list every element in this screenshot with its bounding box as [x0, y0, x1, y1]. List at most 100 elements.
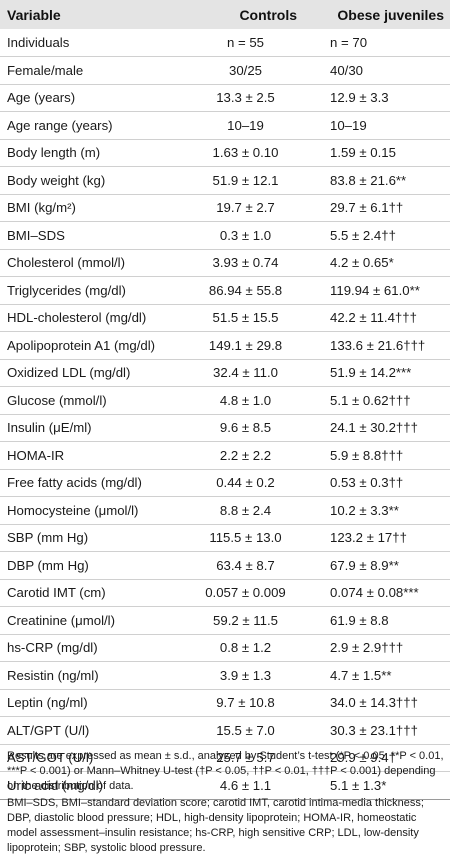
cell-controls: 4.8 ± 1.0 [219, 392, 272, 408]
table-header: Variable Controls Obese juveniles [0, 0, 450, 29]
header-obese-juveniles: Obese juveniles [337, 6, 444, 23]
cell-variable: Body length (m) [7, 145, 101, 161]
table-row: Resistin (ng/ml) 3.9 ± 1.3 4.7 ± 1.5** [0, 662, 450, 689]
table-row: BMI–SDS 0.3 ± 1.0 5.5 ± 2.4†† [0, 222, 450, 249]
cell-controls: 3.93 ± 0.74 [212, 255, 279, 271]
cell-obese-juveniles: 4.7 ± 1.5** [330, 667, 392, 683]
table-row: Creatinine (μmol/l) 59.2 ± 11.5 61.9 ± 8.8 [0, 607, 450, 634]
cell-obese-juveniles: 4.2 ± 0.65* [330, 255, 394, 271]
abbreviations-note: BMI–SDS, BMI–standard deviation score; c… [7, 797, 424, 854]
table-row: Carotid IMT (cm) 0.057 ± 0.009 0.074 ± 0.0… [0, 579, 450, 607]
cell-controls: 115.5 ± 13.0 [209, 530, 282, 546]
cell-controls: 9.6 ± 8.5 [219, 420, 272, 436]
cell-obese-juveniles: 5.5 ± 2.4†† [330, 227, 396, 243]
cell-variable: Uric acid (mg/dl) [7, 777, 103, 793]
cell-obese-juveniles: 30.3 ± 23.1††† [330, 722, 418, 738]
table-row: Triglycerides (mg/dl) 86.94 ± 55.8 119.94 … [0, 277, 450, 304]
table-body: Individuals n = 55 n = 70 Female/male 30/25 4… [0, 29, 450, 799]
cell-controls: 3.9 ± 1.3 [219, 667, 272, 683]
table-footnotes: Results are expressed as mean ± s.d., an… [7, 749, 447, 858]
table-row: Apolipoprotein A1 (mg/dl) 149.1 ± 29.8 133… [0, 332, 450, 359]
cell-variable: Body weight (kg) [7, 172, 106, 188]
cell-obese-juveniles: 29.9 ± 9.4† [330, 750, 396, 766]
cell-controls: 0.3 ± 1.0 [219, 227, 272, 243]
cell-variable: Glucose (mmol/l) [7, 392, 107, 408]
cell-obese-juveniles: 51.9 ± 14.2*** [330, 365, 412, 381]
cell-variable: Individuals [7, 35, 70, 50]
cell-obese-juveniles: 10.2 ± 3.3** [330, 502, 399, 518]
cell-variable: Apolipoprotein A1 (mg/dl) [7, 337, 156, 353]
cell-controls: 2.2 ± 2.2 [219, 447, 272, 463]
table-row: HDL-cholesterol (mg/dl) 51.5 ± 15.5 42.2 ±… [0, 304, 450, 332]
cell-obese-juveniles: 12.9 ± 3.3 [330, 90, 389, 106]
cell-variable: Insulin (μE/ml) [7, 420, 92, 436]
cell-variable: hs-CRP (mg/dl) [7, 640, 98, 656]
table-row: Homocysteine (μmol/l) 8.8 ± 2.4 10.2 ± 3.3… [0, 497, 450, 524]
cell-obese-juveniles: 133.6 ± 21.6††† [330, 337, 426, 353]
table-row: Body length (m) 1.63 ± 0.10 1.59 ± 0.15 [0, 139, 450, 167]
table-row: Uric acid (mg/dl) 4.6 ± 1.1 5.1 ± 1.3* [0, 772, 450, 799]
cell-variable: Resistin (ng/ml) [7, 667, 99, 683]
cell-obese-juveniles: 0.074 ± 0.08*** [330, 585, 419, 601]
table-row: Age range (years) 10–19 10–19 [0, 112, 450, 139]
cell-variable: Free fatty acids (mg/dl) [7, 475, 142, 491]
cell-controls: 51.9 ± 12.1 [212, 172, 279, 188]
cell-controls: 30/25 [228, 62, 262, 78]
table-row: Insulin (μE/ml) 9.6 ± 8.5 24.1 ± 30.2††† [0, 414, 450, 442]
statistics-note: Results are expressed as mean ± s.d., an… [7, 750, 444, 792]
cell-controls: 25.7 ± 5.7 [216, 750, 275, 766]
cell-obese-juveniles: n = 70 [330, 35, 368, 50]
cell-obese-juveniles: 5.9 ± 8.8††† [330, 447, 404, 463]
table-row: Glucose (mmol/l) 4.8 ± 1.0 5.1 ± 0.62††† [0, 387, 450, 414]
cell-controls: 59.2 ± 11.5 [213, 612, 278, 628]
cell-obese-juveniles: 5.1 ± 0.62††† [330, 392, 411, 408]
cell-obese-juveniles: 29.7 ± 6.1†† [330, 200, 404, 216]
cell-variable: BMI–SDS [7, 227, 65, 243]
cell-variable: Homocysteine (μmol/l) [7, 502, 139, 518]
cell-controls: 149.1 ± 29.8 [208, 337, 283, 353]
cell-variable: Carotid IMT (cm) [7, 585, 106, 601]
table-row: Age (years) 13.3 ± 2.5 12.9 ± 3.3 [0, 84, 450, 112]
table-row: Cholesterol (mmol/l) 3.93 ± 0.74 4.2 ± 0.6… [0, 249, 450, 277]
header-row: Variable Controls Obese juveniles [0, 0, 450, 29]
cell-variable: Cholesterol (mmol/l) [7, 255, 125, 271]
cell-obese-juveniles: 61.9 ± 8.8 [330, 612, 389, 628]
cell-obese-juveniles: 42.2 ± 11.4††† [330, 310, 417, 326]
table-row: DBP (mm Hg) 63.4 ± 8.7 67.9 ± 8.9** [0, 552, 450, 579]
cell-controls: 0.057 ± 0.009 [205, 585, 286, 601]
table-row: Body weight (kg) 51.9 ± 12.1 83.8 ± 21.6** [0, 167, 450, 194]
cell-obese-juveniles: 0.53 ± 0.3†† [330, 475, 404, 491]
table-row: Oxidized LDL (mg/dl) 32.4 ± 11.0 51.9 ± 14… [0, 359, 450, 387]
cell-controls: 51.5 ± 15.5 [212, 310, 279, 326]
cell-variable: Triglycerides (mg/dl) [7, 282, 126, 298]
cell-obese-juveniles: 83.8 ± 21.6** [330, 172, 407, 188]
header-controls: Controls [239, 6, 297, 23]
cell-variable: Creatinine (μmol/l) [7, 612, 115, 628]
table-row: hs-CRP (mg/dl) 0.8 ± 1.2 2.9 ± 2.9††† [0, 634, 450, 662]
table-row: Female/male 30/25 40/30 [0, 57, 450, 84]
data-table-container: Variable Controls Obese juveniles Indivi… [0, 0, 450, 799]
table-row: Free fatty acids (mg/dl) 0.44 ± 0.2 0.53 ±… [0, 469, 450, 497]
table-row: SBP (mm Hg) 115.5 ± 13.0 123.2 ± 17†† [0, 524, 450, 552]
cell-controls: 13.3 ± 2.5 [216, 90, 275, 106]
cell-obese-juveniles: 10–19 [330, 117, 367, 133]
characteristics-table: Variable Controls Obese juveniles Indivi… [0, 0, 450, 799]
cell-controls: 19.7 ± 2.7 [216, 200, 275, 216]
table-row: HOMA-IR 2.2 ± 2.2 5.9 ± 8.8††† [0, 442, 450, 469]
cell-controls: n = 55 [226, 35, 265, 50]
cell-variable: Age (years) [7, 90, 76, 106]
cell-obese-juveniles: 123.2 ± 17†† [330, 530, 407, 546]
cell-obese-juveniles: 1.59 ± 0.15 [330, 145, 396, 161]
cell-obese-juveniles: 67.9 ± 8.9** [330, 557, 399, 573]
table-row: ALT/GPT (U/l) 15.5 ± 7.0 30.3 ± 23.1††† [0, 717, 450, 744]
cell-controls: 4.6 ± 1.1 [219, 777, 272, 793]
cell-obese-juveniles: 2.9 ± 2.9††† [330, 640, 404, 656]
cell-controls: 8.8 ± 2.4 [219, 502, 272, 518]
cell-controls: 0.44 ± 0.2 [216, 475, 275, 491]
cell-obese-juveniles: 40/30 [330, 62, 364, 78]
cell-controls: 15.5 ± 7.0 [216, 722, 275, 738]
cell-controls: 9.7 ± 10.8 [216, 695, 275, 711]
cell-obese-juveniles: 119.94 ± 61.0** [330, 282, 420, 298]
cell-controls: 86.94 ± 55.8 [208, 282, 283, 298]
cell-variable: SBP (mm Hg) [7, 530, 89, 546]
